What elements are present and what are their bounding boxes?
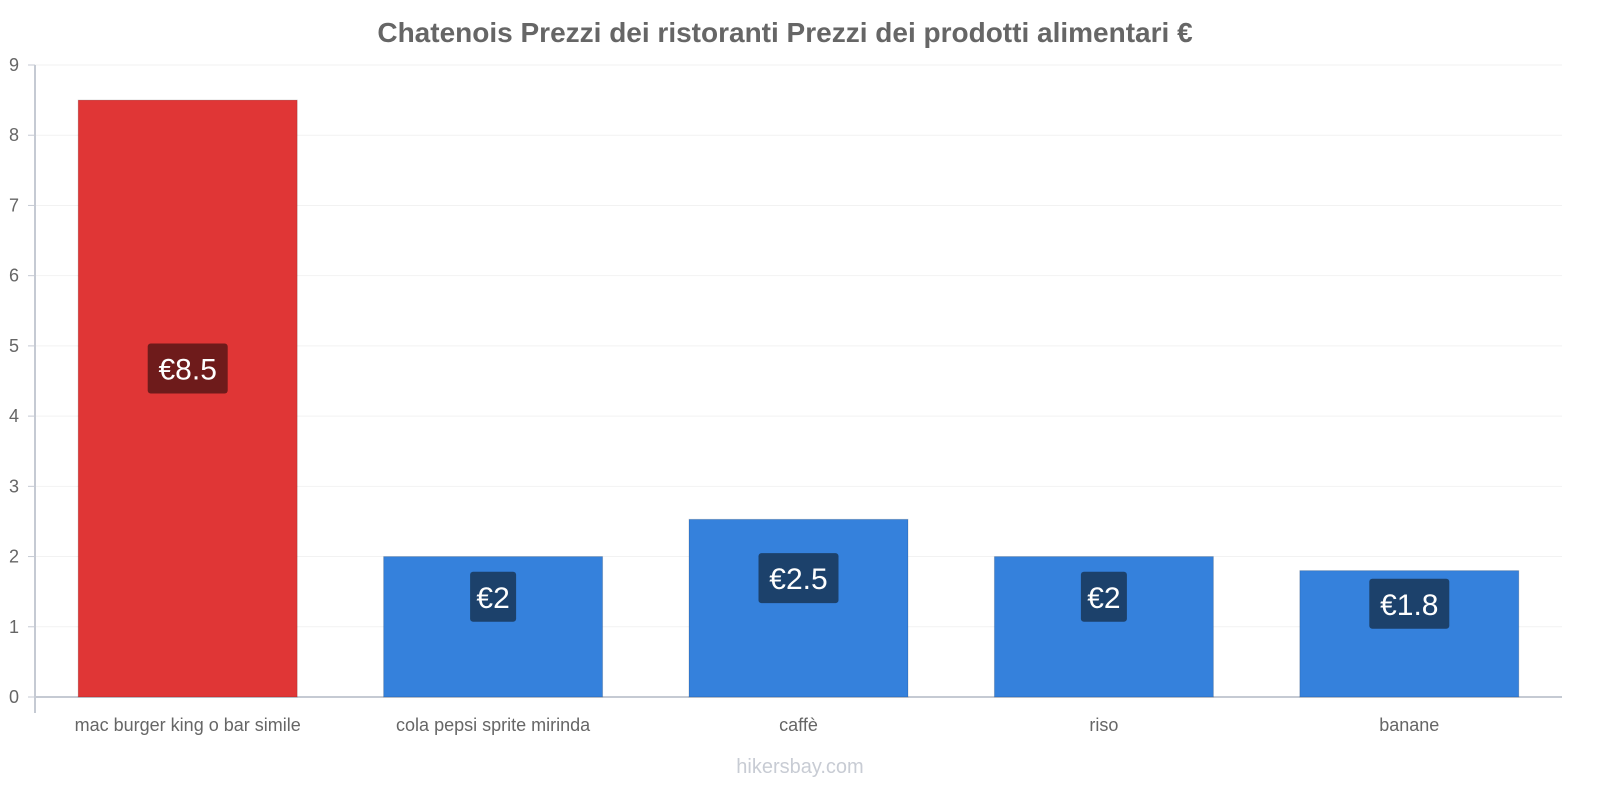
data-label-bg bbox=[758, 553, 839, 604]
watermark: hikersbay.com bbox=[736, 756, 863, 778]
data-label-bg bbox=[1369, 578, 1450, 629]
data-label: €1.8 bbox=[1380, 589, 1438, 622]
chart-title: Chatenois Prezzi dei ristoranti Prezzi d… bbox=[377, 17, 1193, 48]
data-label: €8.5 bbox=[159, 354, 217, 387]
y-tick-label: 3 bbox=[9, 476, 19, 496]
y-tick-label: 9 bbox=[9, 55, 19, 75]
y-tick-label: 4 bbox=[9, 406, 19, 426]
bar bbox=[688, 518, 909, 698]
y-tick-label: 8 bbox=[9, 125, 19, 145]
x-tick-label: cola pepsi sprite mirinda bbox=[396, 715, 591, 735]
y-tick-label: 6 bbox=[9, 266, 19, 286]
data-label-bg bbox=[470, 571, 517, 622]
data-label-bg bbox=[1080, 571, 1127, 622]
x-tick-label: banane bbox=[1379, 715, 1439, 735]
bar bbox=[77, 99, 298, 698]
data-label-bg bbox=[147, 343, 228, 394]
y-tick-label: 2 bbox=[9, 547, 19, 567]
data-label: €2 bbox=[1087, 582, 1120, 615]
x-tick-label: caffè bbox=[779, 715, 818, 735]
x-tick-label: mac burger king o bar simile bbox=[75, 715, 301, 735]
y-tick-label: 0 bbox=[9, 687, 19, 707]
y-tick-label: 1 bbox=[9, 617, 19, 637]
data-label: €2 bbox=[476, 582, 509, 615]
data-label: €2.5 bbox=[769, 563, 827, 596]
y-tick-label: 5 bbox=[9, 336, 19, 356]
y-tick-label: 7 bbox=[9, 195, 19, 215]
x-tick-label: riso bbox=[1089, 715, 1118, 735]
